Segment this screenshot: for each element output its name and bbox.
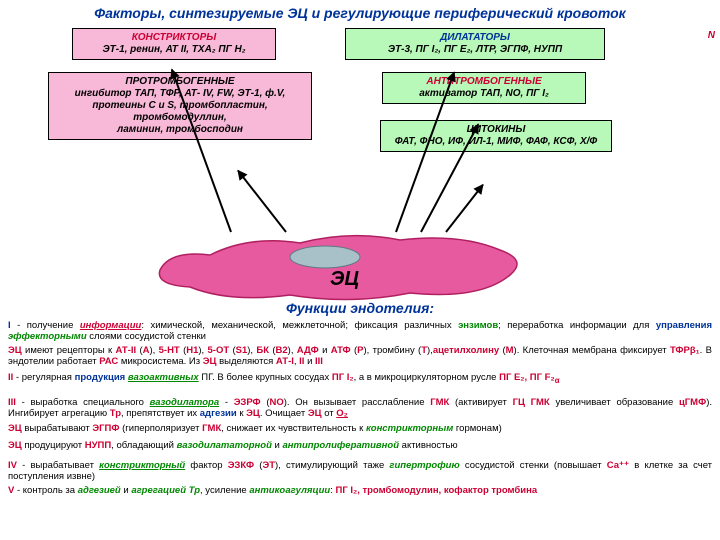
para-p3: II - регулярная продукция вазоактивных П… xyxy=(0,372,720,385)
main-title: Факторы, синтезируемые ЭЦ и регулирующие… xyxy=(0,5,720,21)
para-p8: V - контроль за адгезией и агрегацией Тр… xyxy=(0,485,720,496)
box-constrictors: КОНСТРИКТОРЫЭТ-1, ренин, АТ II, ТХА₂ ПГ … xyxy=(72,28,276,60)
box-prothromb: ПРОТРОМБОГЕННЫЕингибитор ТАП, ТФР, АТ- I… xyxy=(48,72,312,140)
para-p1: I - получение информации: химической, ме… xyxy=(0,320,720,343)
box-cytokines: ЦИТОКИНЫФАТ, ФНО, ИФ, ИЛ-1, МИФ, ФАФ, КС… xyxy=(380,120,612,152)
box-antithromb: АНТИТРОМБОГЕННЫЕактиватор ТАП, NO, ПГ I₂ xyxy=(382,72,586,104)
box-dilators: ДИЛАТАТОРЫЭТ-3, ПГ I₂, ПГ Е₂, ЛТР, ЭГПФ,… xyxy=(345,28,605,60)
ec-label: ЭЦ xyxy=(330,268,359,291)
para-p6: ЭЦ продуцируют НУПП, обладающий вазодила… xyxy=(0,440,720,451)
endothelial-cell xyxy=(150,215,530,305)
functions-title: Функции эндотелия: xyxy=(0,300,720,316)
para-p7: IV - вырабатывает констрикторный фактор … xyxy=(0,460,720,483)
side-n: N xyxy=(708,30,715,41)
para-p5: ЭЦ вырабатывают ЭГПФ (гиперполяризует ГМ… xyxy=(0,423,720,434)
para-p4: III - выработка специального вазодилатор… xyxy=(0,397,720,420)
para-p2: ЭЦ имеют рецепторы к АТ-II (А), 5-НТ (Н1… xyxy=(0,345,720,368)
